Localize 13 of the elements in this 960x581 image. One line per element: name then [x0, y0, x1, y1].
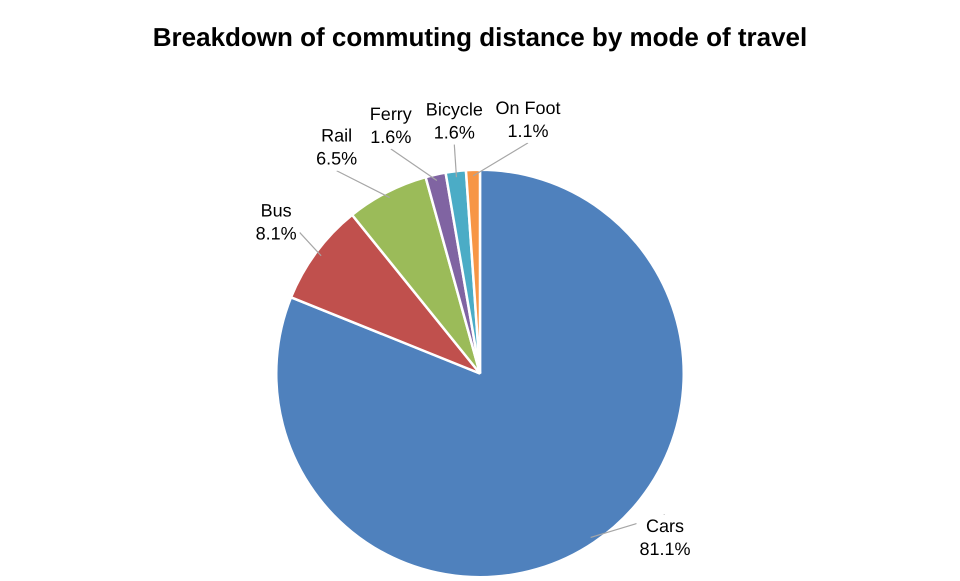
- data-label: 1.1%: [507, 120, 548, 141]
- data-label: 81.1%: [639, 538, 691, 559]
- slice-label: Bicycle: [426, 100, 483, 120]
- slice-label: Rail: [321, 126, 352, 146]
- chart-title: Breakdown of commuting distance by mode of travel: [152, 22, 808, 53]
- data-label: 1.6%: [434, 122, 475, 143]
- slice-label: Ferry: [370, 104, 412, 124]
- data-label: 6.5%: [316, 148, 358, 169]
- slice-label: Bus: [260, 200, 292, 220]
- slice-label: Cars: [646, 516, 684, 536]
- slice-label: On Foot: [495, 98, 560, 118]
- data-label: 8.1%: [256, 223, 297, 244]
- data-label: 1.6%: [370, 126, 412, 147]
